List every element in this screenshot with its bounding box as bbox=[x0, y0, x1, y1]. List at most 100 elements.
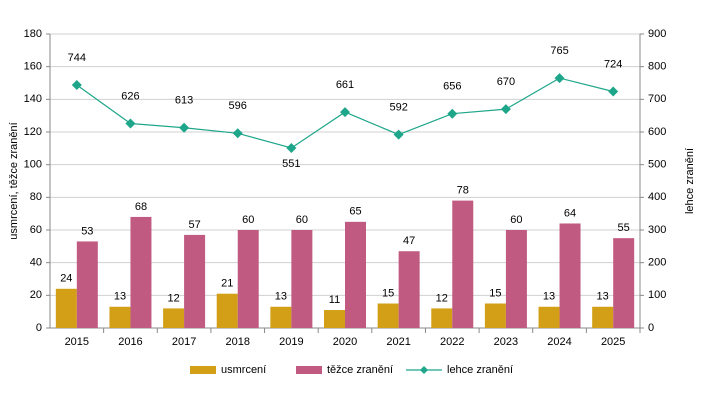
bar bbox=[291, 230, 313, 328]
value-label: 724 bbox=[604, 58, 622, 70]
value-label: 13 bbox=[543, 291, 555, 303]
bar bbox=[163, 308, 185, 328]
x-tick-label: 2021 bbox=[386, 336, 410, 348]
bar bbox=[377, 303, 399, 328]
value-label: 64 bbox=[564, 207, 576, 219]
y2-tick-label: 200 bbox=[648, 257, 666, 269]
value-label: 15 bbox=[382, 287, 394, 299]
x-tick-label: 2016 bbox=[118, 336, 142, 348]
line-marker bbox=[232, 128, 243, 139]
bar bbox=[559, 223, 581, 328]
bar bbox=[484, 303, 506, 328]
value-label: 12 bbox=[167, 292, 179, 304]
value-label: 47 bbox=[403, 235, 415, 247]
bar bbox=[431, 308, 453, 328]
y2-tick-label: 0 bbox=[648, 322, 654, 334]
value-label: 596 bbox=[229, 100, 247, 112]
y2-tick-label: 900 bbox=[648, 28, 666, 40]
bar bbox=[55, 288, 77, 328]
y2-tick-label: 400 bbox=[648, 191, 666, 203]
bar bbox=[270, 306, 292, 328]
y-tick-label: 80 bbox=[30, 191, 42, 203]
value-label: 68 bbox=[135, 201, 147, 213]
line-marker bbox=[393, 129, 404, 140]
y2-tick-label: 100 bbox=[648, 289, 666, 301]
line-marker bbox=[71, 79, 82, 90]
bar bbox=[538, 306, 560, 328]
value-label: 656 bbox=[443, 81, 461, 93]
value-label: 13 bbox=[114, 291, 126, 303]
legend-label: těžce zranění bbox=[327, 364, 393, 376]
value-label: 60 bbox=[242, 214, 254, 226]
y-tick-label: 120 bbox=[24, 126, 42, 138]
y-tick-label: 20 bbox=[30, 289, 42, 301]
x-tick-label: 2015 bbox=[65, 336, 89, 348]
legend-swatch bbox=[190, 366, 216, 374]
line-marker bbox=[286, 143, 297, 154]
value-label: 12 bbox=[436, 292, 448, 304]
bar bbox=[184, 234, 206, 328]
y-tick-label: 160 bbox=[24, 61, 42, 73]
bar bbox=[505, 230, 527, 328]
x-tick-label: 2022 bbox=[440, 336, 464, 348]
line-marker bbox=[340, 107, 350, 118]
x-tick-label: 2025 bbox=[601, 336, 625, 348]
value-label: 57 bbox=[188, 219, 200, 231]
y-axis-title: usmrcení, těžce zranění bbox=[8, 122, 20, 239]
value-label: 55 bbox=[618, 222, 630, 234]
value-label: 551 bbox=[282, 158, 300, 170]
value-label: 53 bbox=[81, 225, 93, 237]
y2-tick-label: 600 bbox=[648, 126, 666, 138]
y-tick-label: 40 bbox=[30, 257, 42, 269]
line-marker bbox=[447, 108, 458, 119]
bar bbox=[398, 251, 420, 328]
y2-axis-title: lehce zranění bbox=[684, 148, 696, 214]
x-tick-label: 2018 bbox=[225, 336, 249, 348]
bar bbox=[592, 306, 614, 328]
value-label: 626 bbox=[121, 90, 139, 102]
bar bbox=[76, 241, 98, 328]
x-tick-label: 2020 bbox=[333, 336, 357, 348]
x-tick-label: 2023 bbox=[494, 336, 518, 348]
line-marker bbox=[500, 104, 511, 115]
value-label: 21 bbox=[221, 278, 233, 290]
x-tick-label: 2019 bbox=[279, 336, 303, 348]
x-tick-label: 2017 bbox=[172, 336, 196, 348]
y-tick-label: 140 bbox=[24, 93, 42, 105]
line-marker bbox=[608, 86, 619, 97]
value-label: 744 bbox=[68, 52, 86, 64]
value-label: 765 bbox=[550, 45, 568, 57]
bar bbox=[345, 221, 366, 328]
legend-swatch bbox=[296, 366, 322, 374]
x-tick-label: 2024 bbox=[547, 336, 571, 348]
bar bbox=[452, 200, 474, 328]
value-label: 13 bbox=[275, 291, 287, 303]
y-tick-label: 60 bbox=[30, 224, 42, 236]
y2-tick-label: 300 bbox=[648, 224, 666, 236]
bar bbox=[216, 293, 238, 328]
y2-tick-label: 700 bbox=[648, 93, 666, 105]
line-marker bbox=[179, 122, 190, 133]
y2-tick-label: 500 bbox=[648, 159, 666, 171]
value-label: 65 bbox=[349, 206, 361, 218]
value-label: 592 bbox=[389, 102, 407, 114]
y-tick-label: 180 bbox=[24, 28, 42, 40]
bar bbox=[324, 310, 345, 328]
value-label: 613 bbox=[175, 95, 193, 107]
value-label: 13 bbox=[597, 291, 609, 303]
bar bbox=[613, 238, 635, 328]
value-label: 24 bbox=[60, 273, 72, 285]
y-tick-label: 100 bbox=[24, 159, 42, 171]
legend-label: lehce zranění bbox=[447, 364, 513, 376]
value-label: 78 bbox=[457, 185, 469, 197]
bar bbox=[109, 306, 131, 328]
bar bbox=[130, 216, 152, 328]
legend-label: usmrcení bbox=[221, 364, 266, 376]
line-marker bbox=[125, 118, 136, 129]
value-label: 11 bbox=[329, 294, 340, 306]
value-label: 670 bbox=[497, 76, 515, 88]
bar bbox=[237, 230, 259, 328]
line-marker bbox=[554, 73, 565, 84]
y-tick-label: 0 bbox=[36, 322, 42, 334]
